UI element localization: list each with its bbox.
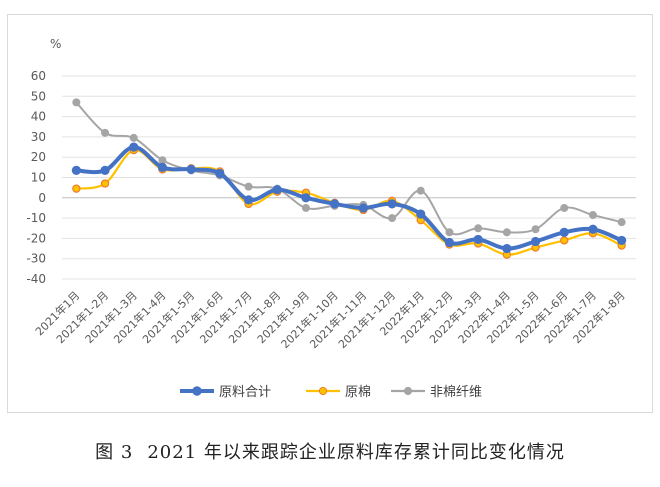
data-point [559,227,569,237]
data-point [129,133,138,142]
data-point [330,199,340,209]
data-point [444,237,455,248]
data-point [272,185,282,195]
data-point [445,228,454,237]
legend-label: 原棉 [345,385,371,400]
data-point [72,98,81,107]
legend-label: 原料合计 [219,385,271,400]
y-tick-label: 30 [31,130,46,144]
y-tick-label: -20 [26,231,46,245]
data-point [215,168,225,179]
x-axis-ticks: 2021年1月2021年1-2月2021年1-3月2021年1-4月2021年1… [32,288,628,351]
y-tick-label: -40 [26,272,46,286]
data-point [301,193,311,203]
data-point [560,236,569,245]
data-point [531,225,540,234]
y-axis-unit-label: % [50,37,61,51]
gridlines [62,75,636,280]
data-point [100,165,110,175]
data-point [388,214,397,223]
data-point [502,228,511,237]
y-tick-label: -30 [26,252,46,266]
legend-marker [318,386,328,396]
data-point [473,234,483,245]
data-point [416,209,426,219]
data-point [243,195,254,205]
y-tick-label: 40 [31,110,46,124]
y-tick-label: 20 [31,150,46,164]
legend-marker [403,386,413,396]
figure-caption: 图 3 2021 年以来跟踪企业原料库存累计同比变化情况 [0,438,660,464]
data-point [244,182,253,191]
data-point [416,186,425,195]
data-point [71,165,81,175]
figure-caption-text: 2021 年以来跟踪企业原料库存累计同比变化情况 [147,442,565,463]
legend-label: 非棉纤维 [430,385,482,400]
data-point [502,243,512,254]
data-point [530,236,541,247]
data-point [301,203,310,212]
data-point [588,211,597,220]
y-tick-label: 50 [31,89,46,103]
legend: 原料合计 原棉 非棉纤维 [180,385,482,400]
legend-item: 原棉 [306,385,371,400]
data-point [617,235,627,246]
data-point [358,203,368,213]
series-0 [71,142,627,254]
data-point [617,218,626,227]
y-tick-label: -10 [26,211,46,225]
legend-marker [192,386,202,396]
series-lines [71,98,627,259]
data-point [186,164,196,174]
data-point [588,224,598,234]
data-point [387,199,397,209]
legend-item: 非棉纤维 [391,385,482,400]
data-point [474,224,483,233]
y-tick-label: 60 [31,69,46,83]
data-point [560,203,569,212]
chart-frame: 60 50 40 30 20 10 0 -10 -20 -30 -40 2021年1月 2021年1-… [7,14,653,413]
data-point [129,142,139,152]
line-chart: 60 50 40 30 20 10 0 -10 -20 -30 -40 2021年1月2021年1-… [26,37,636,400]
y-tick-label: 0 [38,191,46,205]
data-point [157,162,168,172]
legend-item: 原料合计 [180,385,271,400]
data-point [101,128,110,137]
figure-number: 图 3 [95,442,134,463]
series-2 [72,98,626,237]
data-point [72,184,81,193]
y-axis-ticks: 60 50 40 30 20 10 0 -10 -20 -30 -40 [26,69,46,286]
data-point [100,179,110,188]
y-tick-label: 10 [31,171,46,185]
